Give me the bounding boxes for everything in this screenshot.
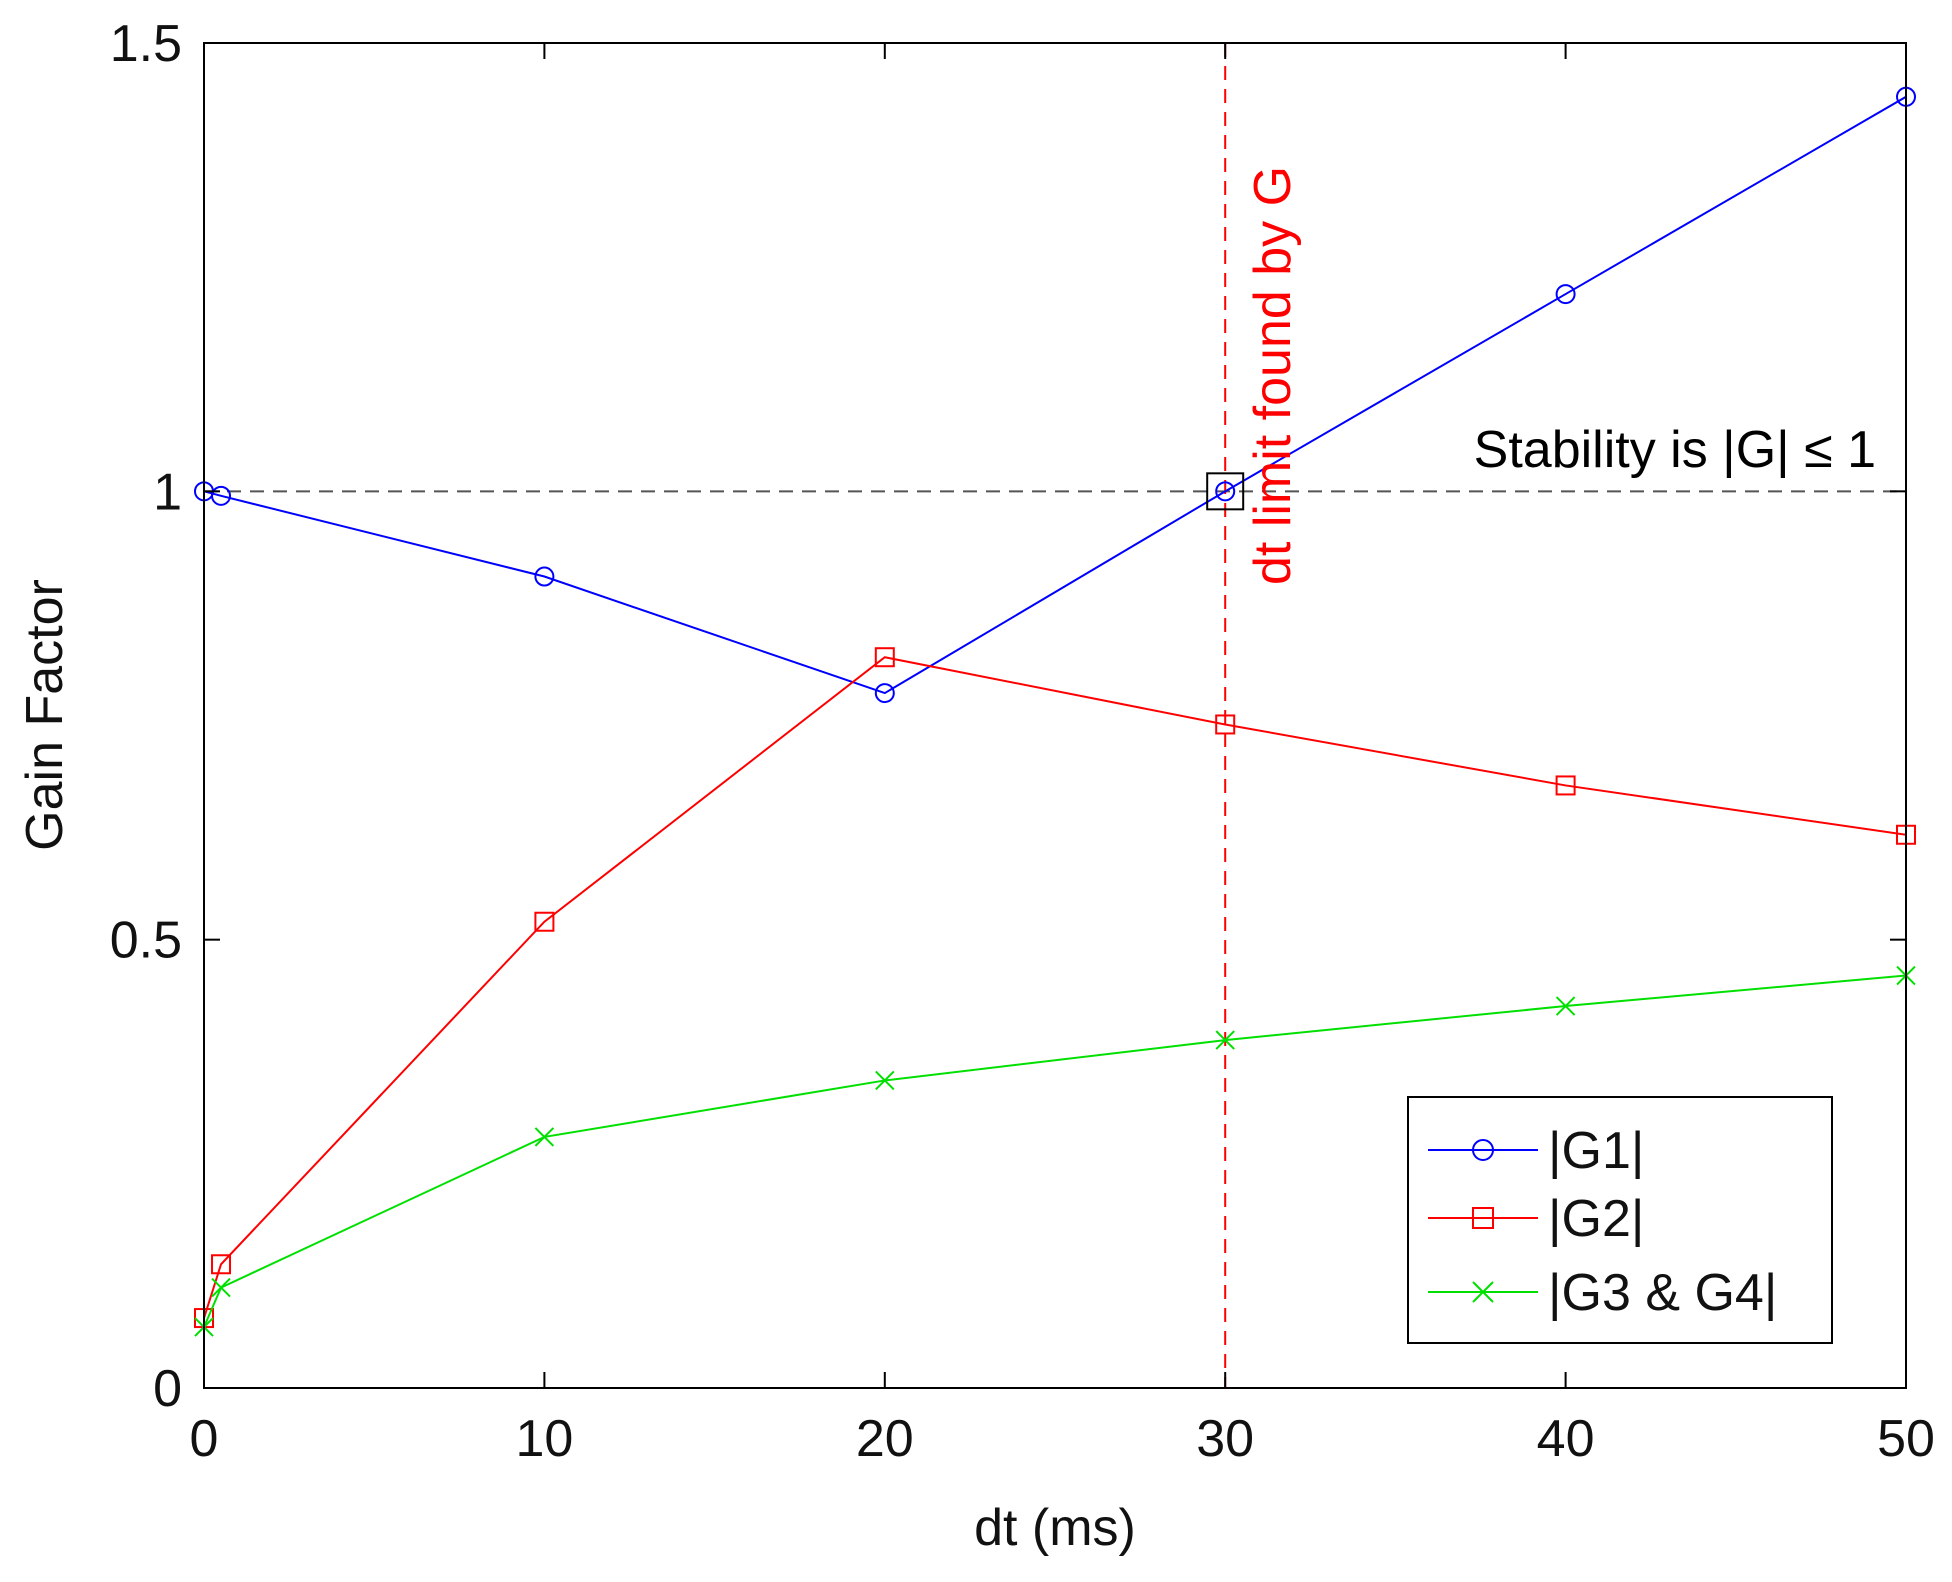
legend-marker-2 (1472, 1207, 1494, 1229)
annotations: Stability is |G| ≤ 1 dt limit found by G (1244, 166, 1876, 585)
x-tick-label: 40 (1537, 1410, 1595, 1468)
series-1-point (1555, 284, 1576, 305)
x-axis-label: dt (ms) (974, 1499, 1136, 1557)
series-1-point (534, 566, 555, 587)
series-3-point (1555, 996, 1576, 1016)
series-2-point (1555, 775, 1576, 796)
highlight-square-marker (1206, 472, 1245, 511)
y-axis-label: Gain Factor (16, 579, 74, 851)
legend: |G1| |G2| |G3 & G4| (1407, 1096, 1833, 1344)
stability-annotation: Stability is |G| ≤ 1 (1474, 421, 1876, 479)
y-tick-label: 0.5 (110, 912, 182, 970)
x-tick-label: 50 (1877, 1410, 1935, 1468)
legend-box (1407, 1096, 1833, 1344)
legend-marker-1 (1472, 1139, 1494, 1161)
series-line-2 (203, 656, 1907, 1319)
dt-limit-annotation: dt limit found by G (1244, 166, 1302, 585)
legend-label-2: |G2| (1548, 1190, 1644, 1248)
series-2-point (874, 647, 895, 668)
legend-label-1: |G1| (1548, 1122, 1644, 1180)
series-line-1 (203, 95, 1907, 695)
axes: 0 10 20 30 40 50 0 0.5 1 1.5 (110, 15, 1935, 1468)
series-3-point (1215, 1030, 1235, 1050)
plot-area (194, 43, 1916, 1388)
series-2-point (534, 911, 555, 932)
series-3-point (211, 1277, 231, 1298)
axes-box (203, 42, 1907, 1389)
series-3-point (534, 1127, 555, 1147)
series-3-point (875, 1070, 895, 1091)
series-1-point (1215, 481, 1236, 502)
x-tick-label: 0 (190, 1410, 219, 1468)
legend-label-3: |G3 & G4| (1548, 1264, 1777, 1322)
series-2-point (211, 1254, 232, 1275)
series-2-point (1215, 714, 1236, 735)
series-1-point (874, 683, 895, 704)
x-tick-label: 20 (856, 1410, 914, 1468)
y-tick-label: 0 (153, 1360, 182, 1418)
legend-marker-3 (1472, 1281, 1494, 1303)
series-1-point (211, 485, 232, 506)
y-tick-label: 1.5 (110, 15, 182, 73)
y-tick-label: 1 (153, 463, 182, 521)
x-tick-label: 30 (1196, 1410, 1254, 1468)
x-tick-label: 10 (515, 1410, 573, 1468)
